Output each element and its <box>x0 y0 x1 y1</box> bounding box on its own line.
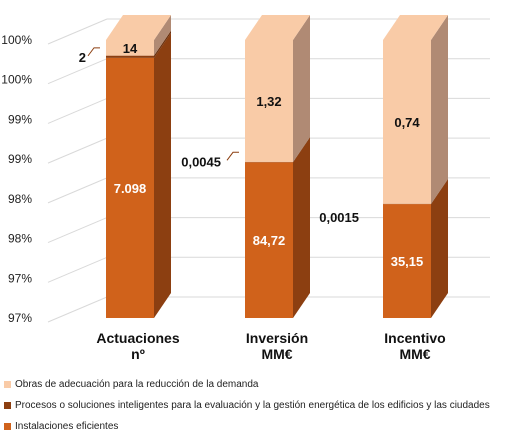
legend: Obras de adecuación para la reducción de… <box>4 374 508 437</box>
data-label: 35,15 <box>391 254 424 269</box>
y-tick-label: 100% <box>1 73 32 87</box>
data-label: 14 <box>123 41 138 56</box>
data-label: 1,32 <box>256 94 281 109</box>
category-label: MM€ <box>399 346 430 362</box>
legend-item: Instalaciones eficientes <box>4 416 508 437</box>
legend-label: Obras de adecuación para la reducción de… <box>15 379 259 390</box>
bar-segment <box>106 56 154 58</box>
y-tick-label: 98% <box>8 192 32 206</box>
bar-segment-side <box>293 137 310 318</box>
data-label: 0,0015 <box>319 210 359 225</box>
y-axis-tick-labels: 97% 97% 98% 98% 99% 99% 100% 100% <box>1 33 32 325</box>
bar-segment-side <box>293 15 310 162</box>
y-tick-label: 97% <box>8 271 32 285</box>
legend-swatch <box>4 402 11 409</box>
legend-swatch <box>4 423 11 430</box>
data-label: 2 <box>79 50 86 65</box>
gridline-diagonal <box>48 178 107 203</box>
leader-line <box>227 152 239 160</box>
legend-item: Procesos o soluciones inteligentes para … <box>4 395 508 416</box>
category-label: nº <box>131 346 145 362</box>
y-tick-label: 97% <box>8 311 32 325</box>
category-label: Incentivo <box>384 330 445 346</box>
category-label: Inversión <box>246 330 308 346</box>
y-tick-label: 98% <box>8 232 32 246</box>
gridline-diagonal <box>48 297 107 322</box>
stacked-bar-chart: 97% 97% 98% 98% 99% 99% 100% 100% 7.098 14 2 84,72… <box>0 0 508 370</box>
data-label: 0,0045 <box>181 154 221 169</box>
gridline-diagonal <box>48 257 107 282</box>
y-tick-label: 100% <box>1 33 32 47</box>
bar-segment-side <box>154 33 171 318</box>
data-label: 7.098 <box>114 181 147 196</box>
gridline-diagonal <box>48 59 107 84</box>
bars <box>106 15 448 318</box>
data-label: 0,74 <box>394 115 420 130</box>
gridline-diagonal <box>48 138 107 163</box>
legend-swatch <box>4 381 11 388</box>
legend-item: Obras de adecuación para la reducción de… <box>4 374 508 395</box>
gridline-diagonal <box>48 218 107 243</box>
legend-label: Instalaciones eficientes <box>15 421 118 432</box>
y-tick-label: 99% <box>8 152 32 166</box>
y-tick-label: 99% <box>8 112 32 126</box>
gridline-diagonal <box>48 98 107 123</box>
category-label: Actuaciones <box>96 330 179 346</box>
data-label: 84,72 <box>253 233 286 248</box>
leader-line <box>88 48 100 56</box>
gridline-diagonal <box>48 19 107 44</box>
legend-label: Procesos o soluciones inteligentes para … <box>15 400 490 411</box>
bar-segment-side <box>431 15 448 204</box>
category-label: MM€ <box>261 346 292 362</box>
